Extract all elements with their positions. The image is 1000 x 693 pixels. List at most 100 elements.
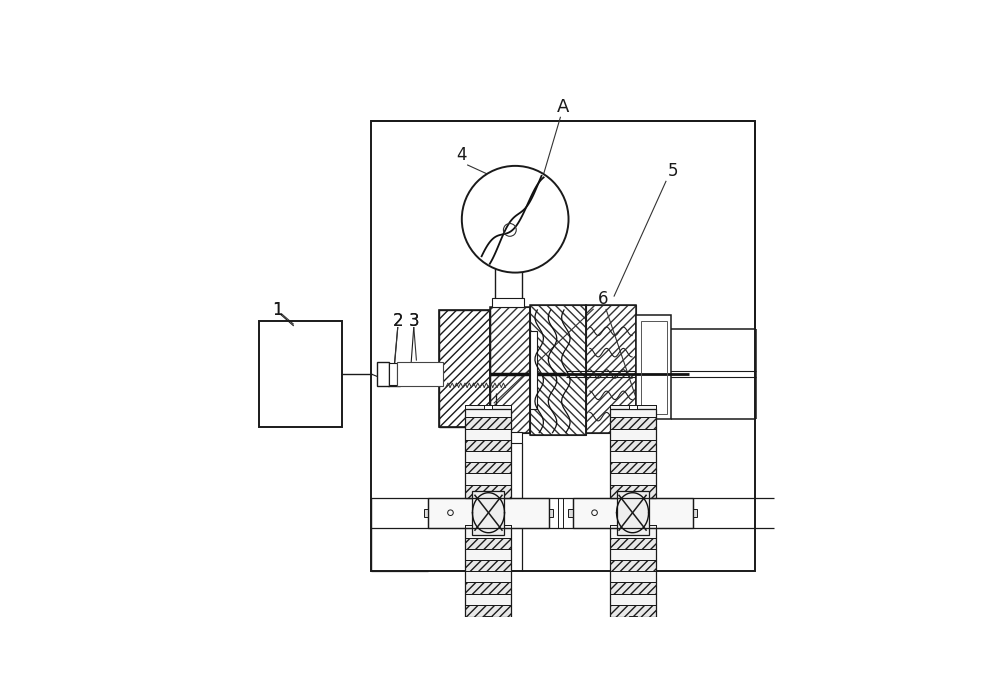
Bar [549, 509, 553, 517]
Bar [610, 528, 656, 617]
Bar [610, 484, 656, 498]
Bar [610, 605, 656, 617]
Bar [465, 451, 511, 462]
Bar [610, 473, 656, 484]
Text: 3: 3 [408, 312, 419, 330]
Bar [439, 310, 490, 428]
Bar [465, 417, 511, 429]
Bar [465, 473, 511, 484]
Bar [610, 571, 656, 582]
Bar [465, 405, 511, 417]
Bar [610, 560, 656, 571]
Bar [465, 549, 511, 560]
Bar [610, 525, 656, 538]
Text: A: A [557, 98, 569, 116]
Text: 2: 2 [392, 312, 403, 330]
Bar [573, 498, 693, 528]
Bar [530, 331, 537, 409]
Bar [610, 571, 656, 582]
Bar [586, 305, 636, 432]
Bar [428, 498, 549, 528]
Bar [530, 305, 586, 435]
Bar [610, 462, 656, 473]
Bar [465, 409, 511, 498]
Bar [377, 362, 389, 386]
Bar [693, 509, 697, 517]
Bar [610, 429, 656, 440]
Bar [465, 560, 511, 571]
Text: 1: 1 [272, 301, 283, 319]
Bar [530, 305, 586, 435]
Bar [371, 121, 755, 572]
Bar [389, 363, 397, 385]
Bar [636, 315, 671, 419]
Bar [465, 462, 511, 473]
Bar [465, 571, 511, 582]
Bar [397, 362, 443, 386]
Bar [610, 440, 656, 451]
Bar [465, 417, 511, 429]
Bar [465, 440, 511, 451]
Text: 2: 2 [392, 312, 403, 330]
Bar [610, 605, 656, 617]
Bar [465, 525, 511, 538]
Bar [610, 473, 656, 484]
Bar [586, 305, 636, 432]
Bar [568, 509, 573, 517]
Text: 1: 1 [272, 301, 283, 319]
Bar [424, 509, 428, 517]
Bar [610, 538, 656, 549]
Bar [490, 307, 530, 432]
Bar [388, 374, 400, 386]
Bar [465, 571, 511, 582]
Bar [465, 538, 511, 549]
Bar [610, 409, 656, 498]
Bar [465, 440, 511, 451]
Bar [610, 429, 656, 440]
Bar [465, 525, 511, 538]
Bar [641, 321, 667, 414]
Bar [472, 491, 504, 535]
Bar [465, 484, 511, 498]
Bar [610, 549, 656, 560]
Bar [465, 549, 511, 560]
Bar [465, 538, 511, 549]
Text: 6: 6 [598, 290, 608, 308]
Bar [428, 498, 549, 528]
Bar [495, 432, 522, 444]
Bar [610, 582, 656, 594]
Bar [610, 549, 656, 560]
Bar [492, 298, 524, 307]
Bar [610, 451, 656, 462]
Bar [610, 462, 656, 473]
Bar [465, 560, 511, 571]
Bar [610, 440, 656, 451]
Bar [610, 417, 656, 429]
Bar [610, 594, 656, 605]
Text: 3: 3 [408, 312, 419, 330]
Bar [484, 405, 492, 410]
Bar [610, 538, 656, 549]
Bar [490, 307, 530, 432]
Bar [439, 310, 490, 428]
Bar [629, 405, 637, 410]
Bar [610, 405, 656, 417]
Bar [573, 498, 693, 528]
Bar [610, 484, 656, 498]
Bar [610, 525, 656, 538]
Bar [610, 560, 656, 571]
Bar [465, 594, 511, 605]
Bar [465, 605, 511, 617]
Bar [610, 594, 656, 605]
Bar [465, 582, 511, 594]
Text: 4: 4 [457, 146, 467, 164]
Bar [465, 528, 511, 617]
Bar [465, 605, 511, 617]
Bar [610, 451, 656, 462]
Circle shape [462, 166, 569, 272]
Bar [629, 616, 637, 621]
Bar [465, 594, 511, 605]
Bar [465, 473, 511, 484]
Bar [465, 484, 511, 498]
Bar [617, 491, 649, 535]
